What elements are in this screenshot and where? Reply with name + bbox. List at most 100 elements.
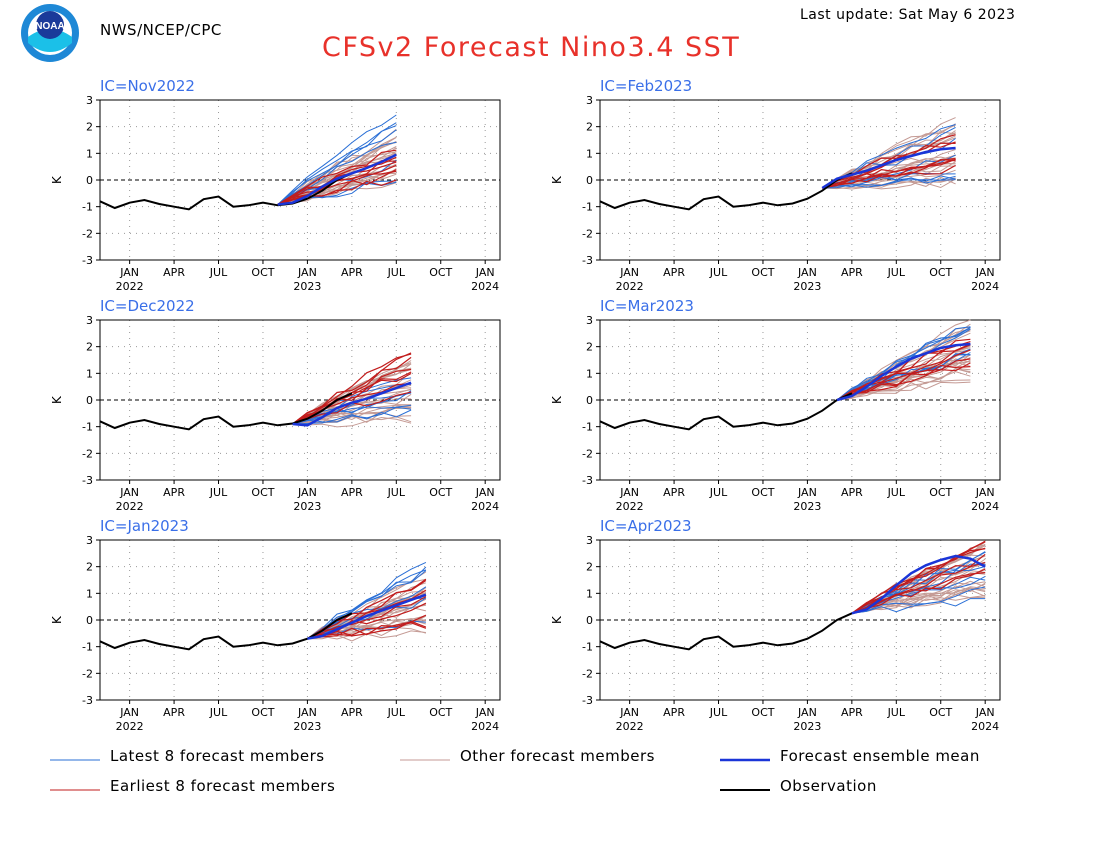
- x-tick-label: JUL: [209, 266, 228, 279]
- earliest-member-line: [277, 164, 397, 206]
- x-tick-label: JAN: [797, 266, 817, 279]
- y-tick-label: 3: [586, 94, 593, 107]
- y-tick-label: -1: [82, 641, 93, 654]
- other-member-line: [292, 416, 412, 428]
- x-tick-label: JUL: [887, 486, 906, 499]
- x-tick-year-label: 2023: [793, 500, 821, 513]
- x-tick-label: OCT: [929, 486, 952, 499]
- y-tick-label: -2: [582, 667, 593, 680]
- earliest-member-line: [292, 371, 412, 425]
- y-tick-label: -3: [82, 254, 93, 267]
- y-tick-label: 2: [586, 121, 593, 134]
- y-tick-label: -2: [582, 227, 593, 240]
- x-tick-year-label: 2024: [971, 720, 999, 733]
- x-tick-year-label: 2024: [471, 720, 499, 733]
- x-tick-label: OCT: [929, 266, 952, 279]
- y-tick-label: -2: [82, 667, 93, 680]
- observation-line: [99, 172, 353, 211]
- x-tick-label: JAN: [119, 706, 139, 719]
- x-tick-label: JUL: [387, 706, 406, 719]
- x-tick-label: OCT: [251, 266, 274, 279]
- y-axis-label: K: [550, 615, 564, 624]
- x-tick-year-label: 2023: [293, 280, 321, 293]
- other-member-line: [821, 117, 956, 189]
- x-tick-label: JUL: [709, 706, 728, 719]
- ensemble-mean-line: [836, 342, 971, 402]
- earliest-member-line: [851, 547, 986, 614]
- panel-title: IC=Jan2023: [100, 517, 189, 535]
- x-tick-label: JAN: [475, 706, 495, 719]
- earliest-member-line: [822, 164, 956, 189]
- observation-line: [99, 392, 353, 431]
- y-tick-label: 3: [86, 314, 93, 327]
- ensemble-mean-line: [851, 554, 986, 615]
- panel-title: IC=Nov2022: [100, 77, 195, 95]
- y-tick-label: -3: [82, 694, 93, 707]
- panel-title: IC=Apr2023: [600, 517, 692, 535]
- latest-member-line: [836, 326, 971, 401]
- y-tick-label: 1: [86, 367, 93, 380]
- legend-label-other: Other forecast members: [460, 747, 655, 765]
- x-tick-label: APR: [341, 706, 363, 719]
- y-tick-label: 0: [586, 174, 593, 187]
- y-tick-label: 2: [586, 341, 593, 354]
- y-tick-label: -2: [82, 447, 93, 460]
- x-tick-label: JUL: [387, 486, 406, 499]
- x-tick-label: JUL: [709, 266, 728, 279]
- x-tick-label: JUL: [887, 706, 906, 719]
- earliest-member-line: [277, 149, 397, 206]
- y-tick-label: -3: [582, 254, 593, 267]
- panel-title: IC=Feb2023: [600, 77, 692, 95]
- y-tick-label: -2: [82, 227, 93, 240]
- x-tick-label: OCT: [751, 266, 774, 279]
- latest-member-line: [292, 406, 412, 425]
- other-member-line: [277, 128, 397, 205]
- x-tick-label: APR: [841, 266, 863, 279]
- latest-member-line: [836, 328, 971, 401]
- x-tick-label: JAN: [619, 266, 639, 279]
- y-tick-label: 0: [86, 174, 93, 187]
- earliest-member-line: [307, 622, 427, 640]
- latest-member-line: [292, 404, 412, 425]
- legend-label-earliest: Earliest 8 forecast members: [110, 777, 335, 795]
- latest-member-line: [277, 114, 397, 205]
- x-tick-year-label: 2022: [616, 500, 644, 513]
- other-member-line: [307, 620, 426, 640]
- x-tick-label: JUL: [209, 486, 228, 499]
- y-tick-label: -1: [82, 201, 93, 214]
- latest-member-line: [292, 392, 412, 425]
- x-tick-label: JAN: [297, 486, 317, 499]
- x-tick-label: OCT: [429, 266, 452, 279]
- y-tick-label: 2: [86, 341, 93, 354]
- x-tick-label: JAN: [297, 706, 317, 719]
- other-member-line: [836, 379, 971, 401]
- x-tick-label: JAN: [975, 266, 995, 279]
- x-tick-label: APR: [341, 266, 363, 279]
- x-tick-label: JUL: [387, 266, 406, 279]
- y-tick-label: 3: [586, 314, 593, 327]
- earliest-member-line: [851, 553, 986, 614]
- legend: Latest 8 forecast members Other forecast …: [50, 747, 979, 795]
- x-tick-label: OCT: [251, 706, 274, 719]
- x-tick-label: JAN: [119, 266, 139, 279]
- x-tick-label: JAN: [475, 486, 495, 499]
- x-tick-year-label: 2023: [793, 280, 821, 293]
- earliest-member-line: [822, 158, 956, 189]
- x-tick-year-label: 2023: [293, 500, 321, 513]
- agency-label: NWS/NCEP/CPC: [100, 21, 222, 39]
- x-tick-label: OCT: [429, 486, 452, 499]
- x-tick-label: APR: [841, 706, 863, 719]
- earliest-member-line: [277, 169, 397, 206]
- y-axis-label: K: [50, 395, 64, 404]
- observation-line: [599, 172, 853, 211]
- latest-member-line: [851, 598, 986, 614]
- y-tick-label: 0: [86, 614, 93, 627]
- y-axis-label: K: [550, 175, 564, 184]
- last-update-label: Last update: Sat May 6 2023: [800, 7, 1016, 23]
- y-tick-label: -3: [582, 694, 593, 707]
